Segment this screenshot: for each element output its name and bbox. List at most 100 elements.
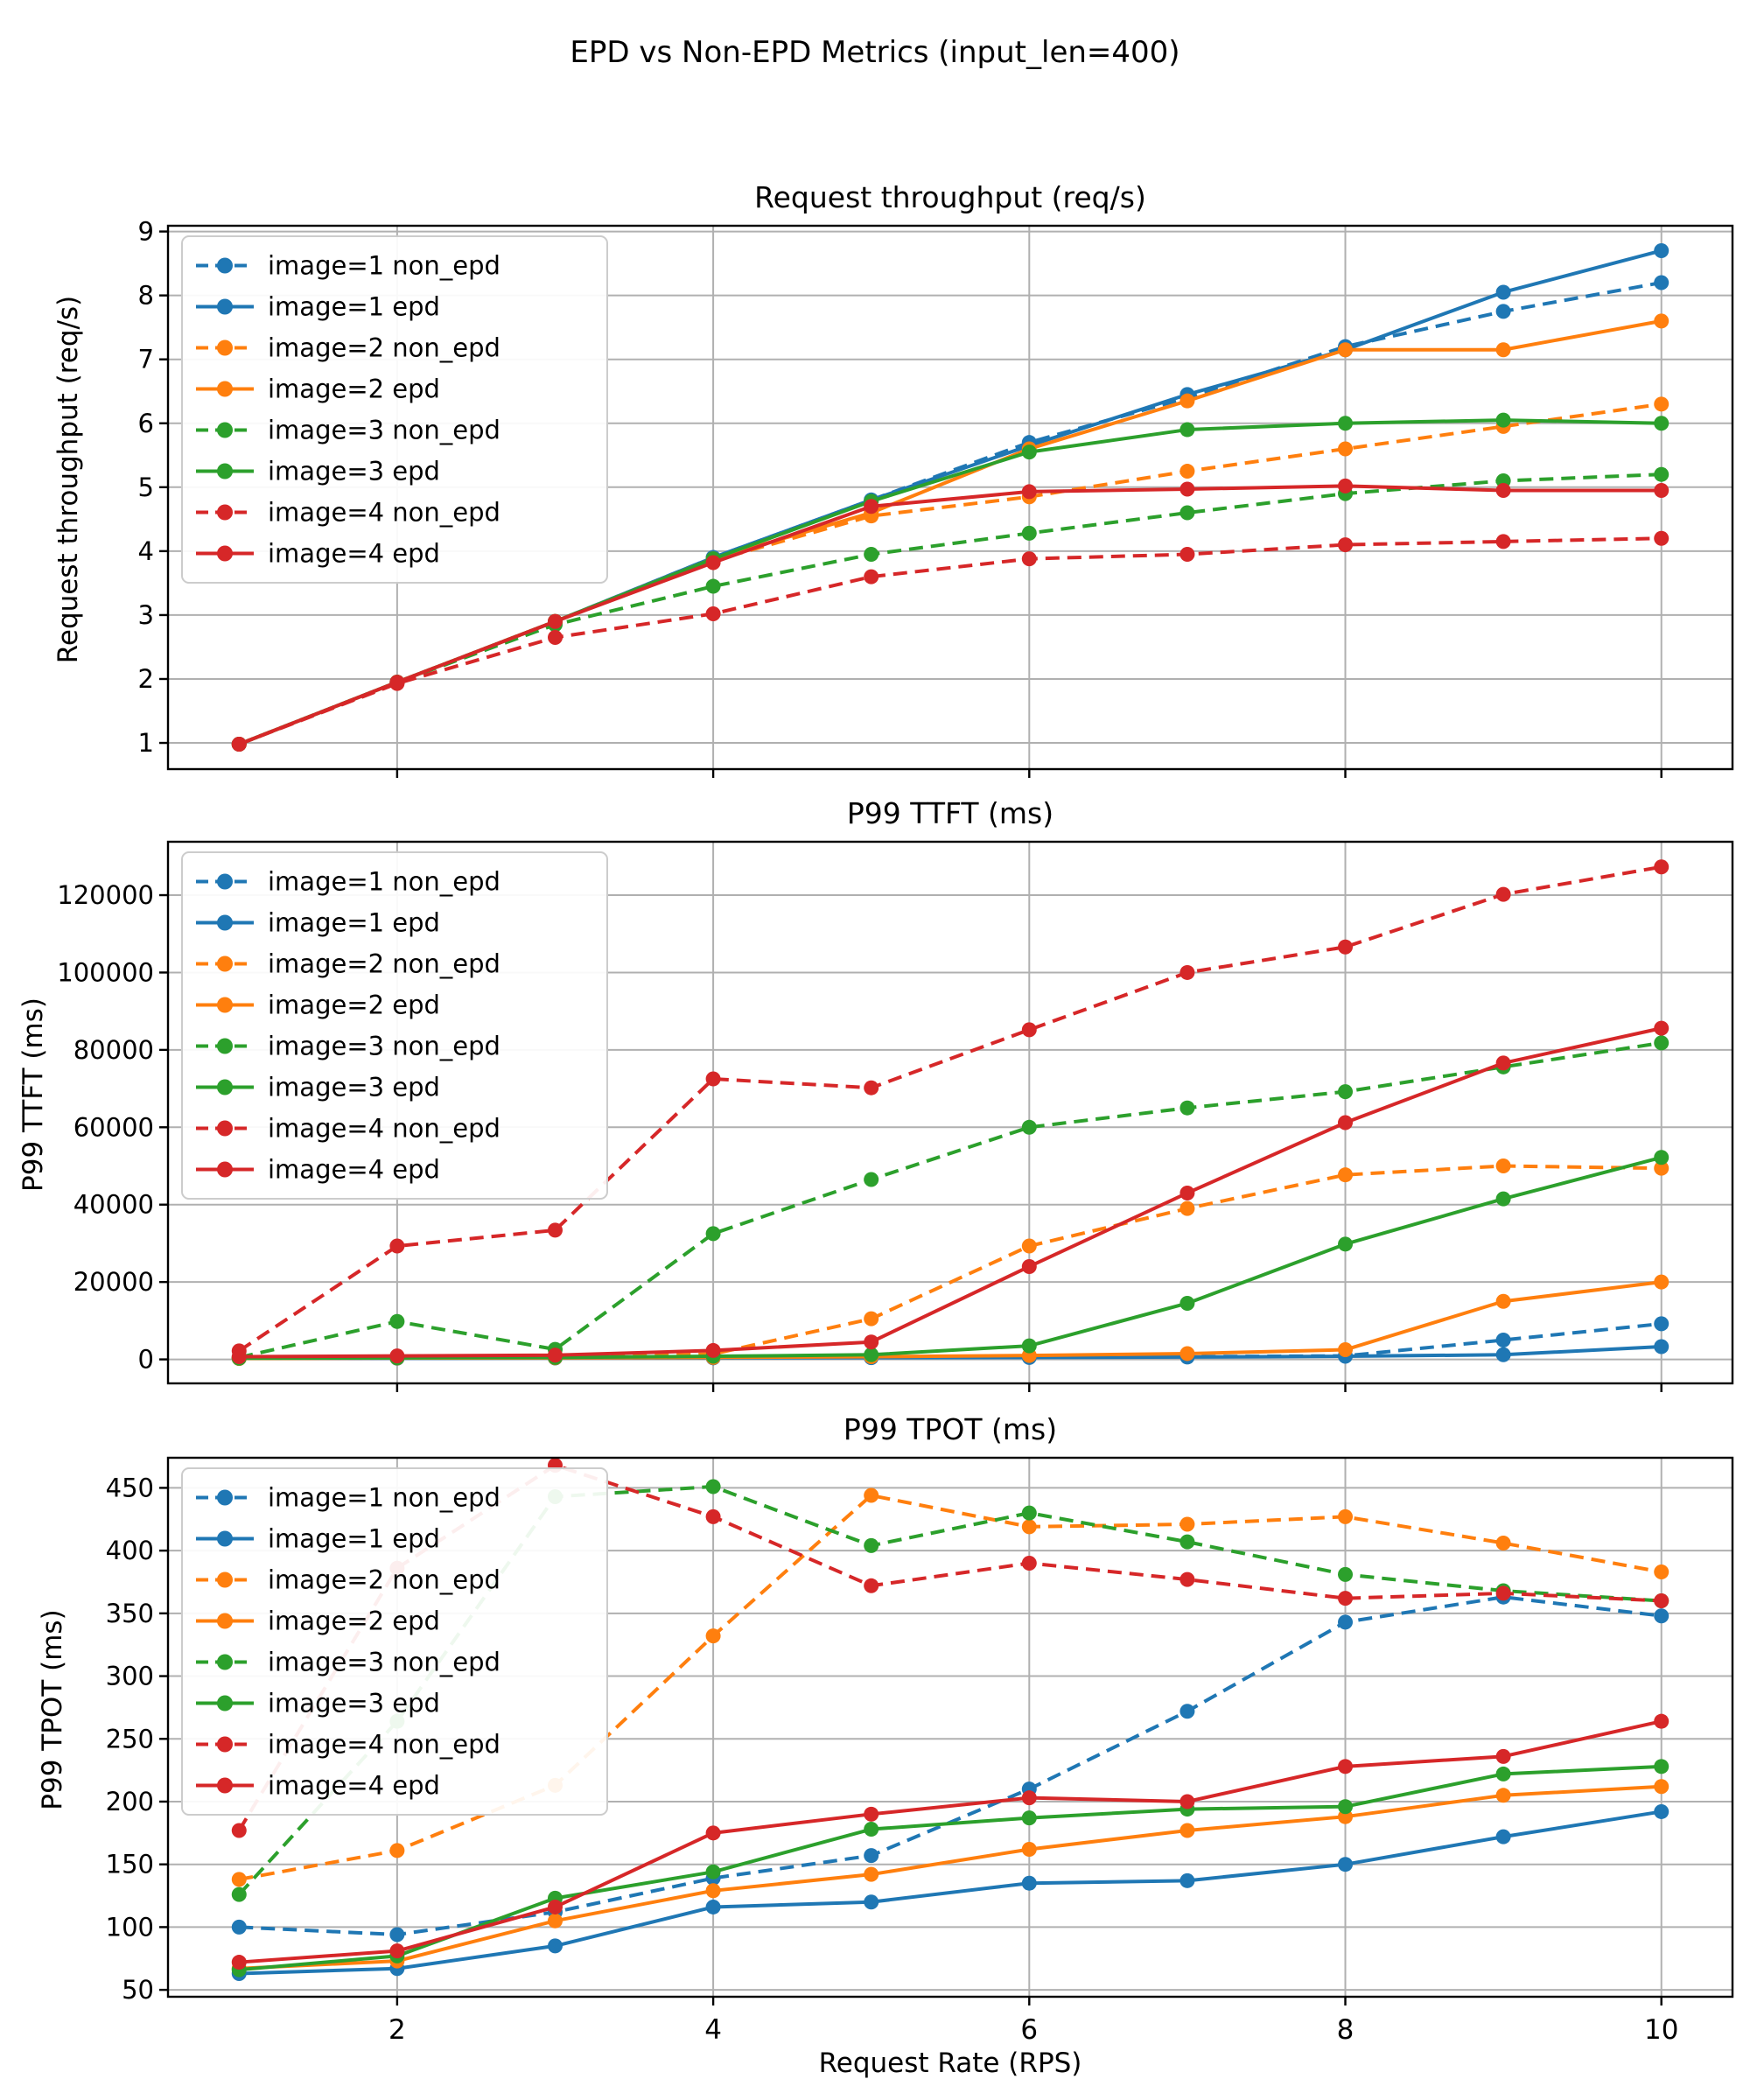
legend-marker — [217, 956, 233, 972]
series-image-4-non-epd — [231, 859, 1670, 1359]
legend-label: image=1 non_epd — [268, 867, 500, 897]
data-point — [1180, 481, 1195, 497]
legend-marker — [217, 1777, 233, 1794]
series-line — [238, 1040, 1662, 1360]
y-tick-label: 5 — [138, 472, 154, 502]
data-point — [1180, 1100, 1195, 1116]
x-tick-label: 4 — [704, 2014, 722, 2046]
y-tick-label: 8 — [138, 281, 154, 311]
data-point — [1180, 1872, 1195, 1888]
data-point — [1180, 1572, 1195, 1587]
ticks: 50 100 150 200 250 300 350 400 450 2 4 6 8 10 — [106, 1473, 1679, 2046]
legend-marker — [217, 1161, 233, 1178]
data-point — [1180, 964, 1195, 980]
data-point — [547, 629, 563, 645]
data-point — [1495, 534, 1511, 550]
data-point — [1180, 1200, 1195, 1216]
data-point — [231, 1919, 247, 1935]
data-point — [389, 1843, 405, 1858]
data-point — [705, 555, 721, 570]
data-point — [1338, 1508, 1354, 1524]
legend-label: image=1 epd — [268, 1524, 440, 1554]
series-line — [239, 1321, 1662, 1361]
legend-label: image=4 epd — [268, 539, 440, 569]
data-point — [547, 613, 563, 629]
data-point — [1654, 1274, 1670, 1290]
data-point — [1180, 422, 1195, 438]
legend-label: image=2 non_epd — [268, 1565, 500, 1595]
data-point — [1654, 1779, 1670, 1795]
data-point — [864, 1172, 879, 1187]
data-point — [1338, 1236, 1354, 1252]
data-point — [231, 1872, 247, 1887]
legend-label: image=4 non_epd — [268, 1114, 500, 1144]
data-point — [1021, 1555, 1037, 1571]
data-point — [231, 1955, 247, 1970]
series-line — [239, 1810, 1662, 1976]
data-point — [1021, 1505, 1037, 1521]
data-point — [1338, 1799, 1354, 1815]
data-point — [1021, 1519, 1037, 1535]
legend-item-image-3-epd: image=3 epd — [196, 457, 440, 486]
legend-label: image=4 epd — [268, 1155, 440, 1185]
data-point — [705, 1071, 721, 1087]
data-point — [1338, 416, 1354, 431]
data-point — [1021, 1238, 1037, 1254]
data-point — [1654, 466, 1670, 482]
data-point — [864, 1347, 879, 1362]
data-point — [1495, 1332, 1511, 1348]
data-point — [1021, 1841, 1037, 1857]
data-point — [864, 499, 879, 514]
data-point — [1495, 1748, 1511, 1764]
subplot-title-ttft: P99 TTFT (ms) — [846, 796, 1054, 830]
data-point — [1495, 1586, 1511, 1601]
series-line — [238, 1494, 1662, 1881]
data-point — [1654, 1035, 1670, 1051]
legend-marker — [217, 545, 233, 562]
legend-item-image-2-non-epd: image=2 non_epd — [196, 333, 500, 363]
data-point — [1338, 1614, 1354, 1630]
series-image-1-epd — [231, 1339, 1670, 1366]
legend-item-image-3-epd: image=3 epd — [196, 1073, 440, 1102]
y-tick-label: 120000 — [57, 880, 154, 910]
data-point — [1654, 530, 1670, 546]
data-point — [1495, 1055, 1511, 1071]
data-point — [1495, 1536, 1511, 1551]
legend-item-image-4-non-epd: image=4 non_epd — [196, 498, 500, 528]
subplot-title-throughput: Request throughput (req/s) — [754, 180, 1146, 214]
data-point — [705, 1508, 721, 1524]
legend-marker — [217, 298, 233, 315]
subplot-p99-tpot-ms-: 50 100 150 200 250 300 350 400 450 2 4 6 8 10 image=1 … — [106, 1456, 1734, 2046]
legend-box — [181, 235, 608, 584]
data-point — [1021, 1790, 1037, 1806]
y-tick-label: 450 — [106, 1473, 154, 1502]
legend-marker — [217, 873, 233, 890]
series-image-4-epd — [231, 1020, 1670, 1364]
data-point — [231, 1348, 247, 1364]
data-point — [1495, 1293, 1511, 1309]
y-axis-label-throughput: Request throughput (req/s) — [52, 295, 84, 664]
subplot-p99-ttft-ms-: 0 20000 40000 60000 80000 100000 120000 image=1… — [57, 840, 1734, 1392]
data-point — [1654, 1564, 1670, 1580]
legend-item-image-2-non-epd: image=2 non_epd — [196, 1565, 500, 1595]
legend-marker — [217, 1038, 233, 1054]
data-point — [1495, 412, 1511, 428]
y-axis-label-tpot: P99 TPOT (ms) — [37, 1609, 68, 1810]
data-point — [1338, 939, 1354, 955]
series-image-1-epd — [231, 1803, 1670, 1981]
data-point — [1338, 1759, 1354, 1774]
legend-item-image-3-epd: image=3 epd — [196, 1689, 440, 1718]
data-point — [547, 1913, 563, 1928]
data-point — [1338, 1342, 1354, 1358]
plot-border — [166, 224, 1734, 771]
plot-border — [166, 1456, 1734, 1998]
y-tick-label: 4 — [138, 536, 154, 566]
data-point — [864, 1806, 879, 1822]
data-point — [547, 1348, 563, 1363]
y-tick-label: 6 — [138, 409, 154, 438]
ticks: 0 20000 40000 60000 80000 100000 120000 — [57, 880, 1662, 1392]
legend: image=1 non_epd image=1 epd image=2 non_ep… — [181, 1467, 608, 1816]
data-point — [1654, 396, 1670, 412]
legend-box — [181, 851, 608, 1200]
